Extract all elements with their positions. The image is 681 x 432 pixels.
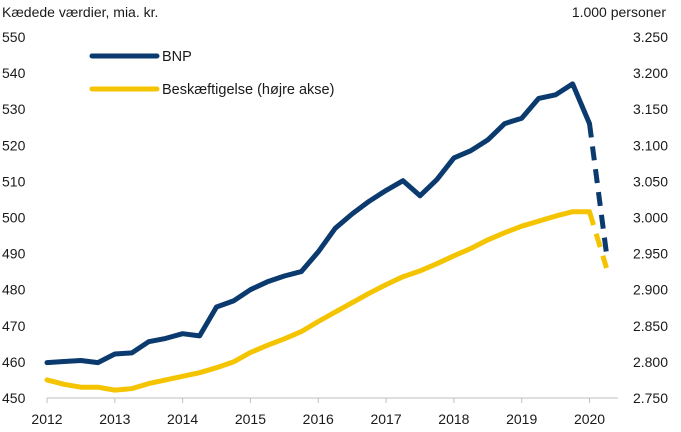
y-right-tick-3.200: 3.200	[633, 65, 668, 81]
x-tick-2014: 2014	[167, 411, 198, 427]
x-tick-2015: 2015	[235, 411, 266, 427]
series-line-employment	[44, 209, 592, 393]
y-right-tick-3.150: 3.150	[633, 101, 668, 117]
y-right-tick-labels: 2.750 2.800 2.850 2.900 2.950 3.000 3.050 3.100…	[633, 29, 668, 406]
series-lines	[44, 81, 609, 393]
y-right-tick-3.250: 3.250	[633, 29, 668, 45]
y-left-tick-510: 510	[2, 173, 26, 189]
y-left-tick-540: 540	[2, 65, 26, 81]
legend-label-bnp: BNP	[162, 49, 192, 65]
series-projection-employment	[587, 210, 609, 269]
y-left-tick-460: 460	[2, 354, 26, 370]
y-left-tick-450: 450	[2, 390, 26, 406]
series-line-bnp	[44, 81, 592, 366]
y-left-tick-480: 480	[2, 282, 26, 298]
y-left-tick-470: 470	[2, 318, 26, 334]
x-tick-2020: 2020	[574, 411, 605, 427]
y-right-tick-3.000: 3.000	[633, 210, 668, 226]
x-tick-labels: 2012 2013 2014 2015 2016 2017 2018 2019 2020	[31, 398, 605, 427]
y-right-tick-2.950: 2.950	[633, 246, 668, 262]
x-tick-2019: 2019	[506, 411, 537, 427]
x-tick-2018: 2018	[438, 411, 469, 427]
y-right-tick-2.750: 2.750	[633, 390, 668, 406]
left-axis-title: Kædede værdier, mia. kr.	[2, 4, 158, 20]
right-axis-title: 1.000 personer	[572, 4, 667, 20]
legend-label-employment: Beskæftigelse (højre akse)	[162, 82, 334, 98]
y-left-tick-530: 530	[2, 101, 26, 117]
y-right-tick-3.050: 3.050	[633, 173, 668, 189]
y-right-tick-2.850: 2.850	[633, 318, 668, 334]
legend: BNP Beskæftigelse (højre akse)	[89, 49, 334, 98]
y-left-tick-490: 490	[2, 246, 26, 262]
y-left-tick-500: 500	[2, 210, 26, 226]
x-tick-2013: 2013	[99, 411, 130, 427]
x-tick-2016: 2016	[303, 411, 334, 427]
y-right-tick-2.900: 2.900	[633, 282, 668, 298]
y-right-tick-3.100: 3.100	[633, 137, 668, 153]
y-left-tick-labels: 450 460 470 480 490 500 510 520 530 540 550	[2, 29, 26, 406]
y-left-tick-550: 550	[2, 29, 26, 45]
x-tick-2012: 2012	[31, 411, 62, 427]
y-left-tick-520: 520	[2, 137, 26, 153]
x-tick-2017: 2017	[370, 411, 401, 427]
y-right-tick-2.800: 2.800	[633, 354, 668, 370]
